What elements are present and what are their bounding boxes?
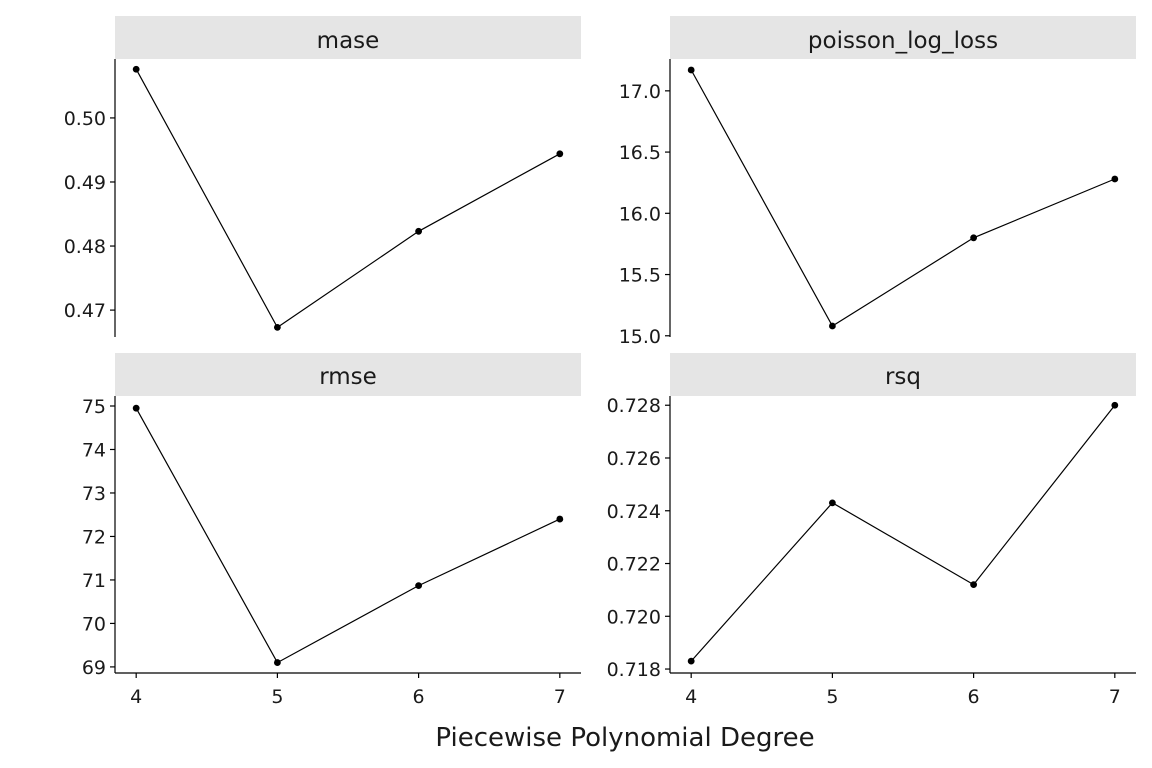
x-tick-label: 5 bbox=[826, 686, 838, 708]
data-point bbox=[132, 404, 140, 412]
x-tick-label: 5 bbox=[271, 686, 283, 708]
data-point bbox=[970, 234, 978, 242]
facet-strip-poisson-log-loss bbox=[670, 16, 1136, 59]
facet-panel-poisson-log-loss: poisson_log_loss 15.0 15.5 16.0 16.5 17.0 bbox=[619, 16, 1136, 348]
data-point bbox=[828, 499, 836, 507]
facet-strip-rmse bbox=[115, 353, 581, 396]
x-tick-label: 6 bbox=[968, 686, 980, 708]
x-tick-label: 4 bbox=[685, 686, 697, 708]
facet-strip-rsq bbox=[670, 353, 1136, 396]
data-point bbox=[273, 659, 281, 666]
plot-area-rsq: 0.718 0.720 0.722 0.724 0.726 0.728 4 5 6 7 bbox=[607, 395, 1136, 708]
x-tick-label: 7 bbox=[1109, 686, 1121, 708]
data-point bbox=[556, 515, 564, 523]
facet-title-rmse: rmse bbox=[319, 364, 377, 390]
y-tick-label: 0.722 bbox=[607, 554, 661, 576]
data-point bbox=[273, 323, 281, 331]
plot-area-poisson-log-loss: 15.0 15.5 16.0 16.5 17.0 bbox=[619, 59, 1119, 348]
data-point bbox=[415, 227, 423, 235]
y-tick-label: 15.5 bbox=[619, 265, 661, 287]
y-tick-label: 0.718 bbox=[607, 659, 661, 681]
data-point bbox=[132, 65, 140, 73]
data-point bbox=[970, 581, 978, 589]
y-tick-label: 0.720 bbox=[607, 606, 661, 628]
series-line bbox=[690, 69, 1116, 327]
y-tick-label: 0.724 bbox=[607, 501, 661, 523]
series-line bbox=[135, 68, 561, 329]
data-point bbox=[415, 582, 423, 589]
y-tick-label: 17.0 bbox=[619, 81, 661, 103]
facet-title-poisson-log-loss: poisson_log_loss bbox=[808, 28, 998, 54]
series-line bbox=[135, 407, 561, 664]
plot-area-rmse: 69 70 71 72 73 74 75 4 5 6 7 bbox=[82, 396, 581, 708]
y-tick-label: 16.0 bbox=[619, 203, 661, 225]
y-tick-label: 69 bbox=[82, 657, 106, 679]
y-tick-label: 0.726 bbox=[607, 448, 661, 470]
y-tick-label: 0.50 bbox=[64, 108, 106, 130]
y-tick-label: 0.48 bbox=[64, 236, 106, 258]
y-tick-label: 75 bbox=[82, 396, 106, 418]
y-tick-label: 0.49 bbox=[64, 172, 106, 194]
facet-panel-mase: mase 0.47 0.48 0.49 0.50 bbox=[64, 16, 581, 337]
series-line bbox=[690, 404, 1116, 662]
facet-title-rsq: rsq bbox=[885, 364, 921, 390]
plot-area-mase: 0.47 0.48 0.49 0.50 bbox=[64, 59, 564, 337]
x-axis-title: Piecewise Polynomial Degree bbox=[435, 723, 814, 753]
facet-strip-mase bbox=[115, 16, 581, 59]
y-tick-label: 74 bbox=[82, 439, 106, 461]
data-point bbox=[1111, 401, 1119, 409]
facet-panel-rmse: rmse 69 70 71 72 73 74 75 4 5 6 7 bbox=[82, 353, 581, 708]
data-point bbox=[687, 66, 695, 74]
x-tick-label: 7 bbox=[554, 686, 566, 708]
y-tick-label: 73 bbox=[82, 483, 106, 505]
facet-panel-rsq: rsq 0.718 0.720 0.722 0.724 0.726 0.728 4 5 6 7 bbox=[607, 353, 1136, 708]
x-tick-label: 4 bbox=[130, 686, 142, 708]
y-tick-label: 0.47 bbox=[64, 300, 106, 322]
y-tick-label: 71 bbox=[82, 570, 106, 592]
data-point bbox=[1111, 175, 1119, 183]
y-tick-label: 70 bbox=[82, 613, 106, 635]
y-tick-label: 16.5 bbox=[619, 142, 661, 164]
facet-title-mase: mase bbox=[317, 28, 380, 54]
x-tick-label: 6 bbox=[413, 686, 425, 708]
y-tick-label: 72 bbox=[82, 526, 106, 548]
y-tick-label: 15.0 bbox=[619, 326, 661, 348]
data-point bbox=[556, 150, 564, 158]
data-point bbox=[687, 657, 695, 665]
y-tick-label: 0.728 bbox=[607, 395, 661, 417]
data-point bbox=[828, 322, 836, 330]
